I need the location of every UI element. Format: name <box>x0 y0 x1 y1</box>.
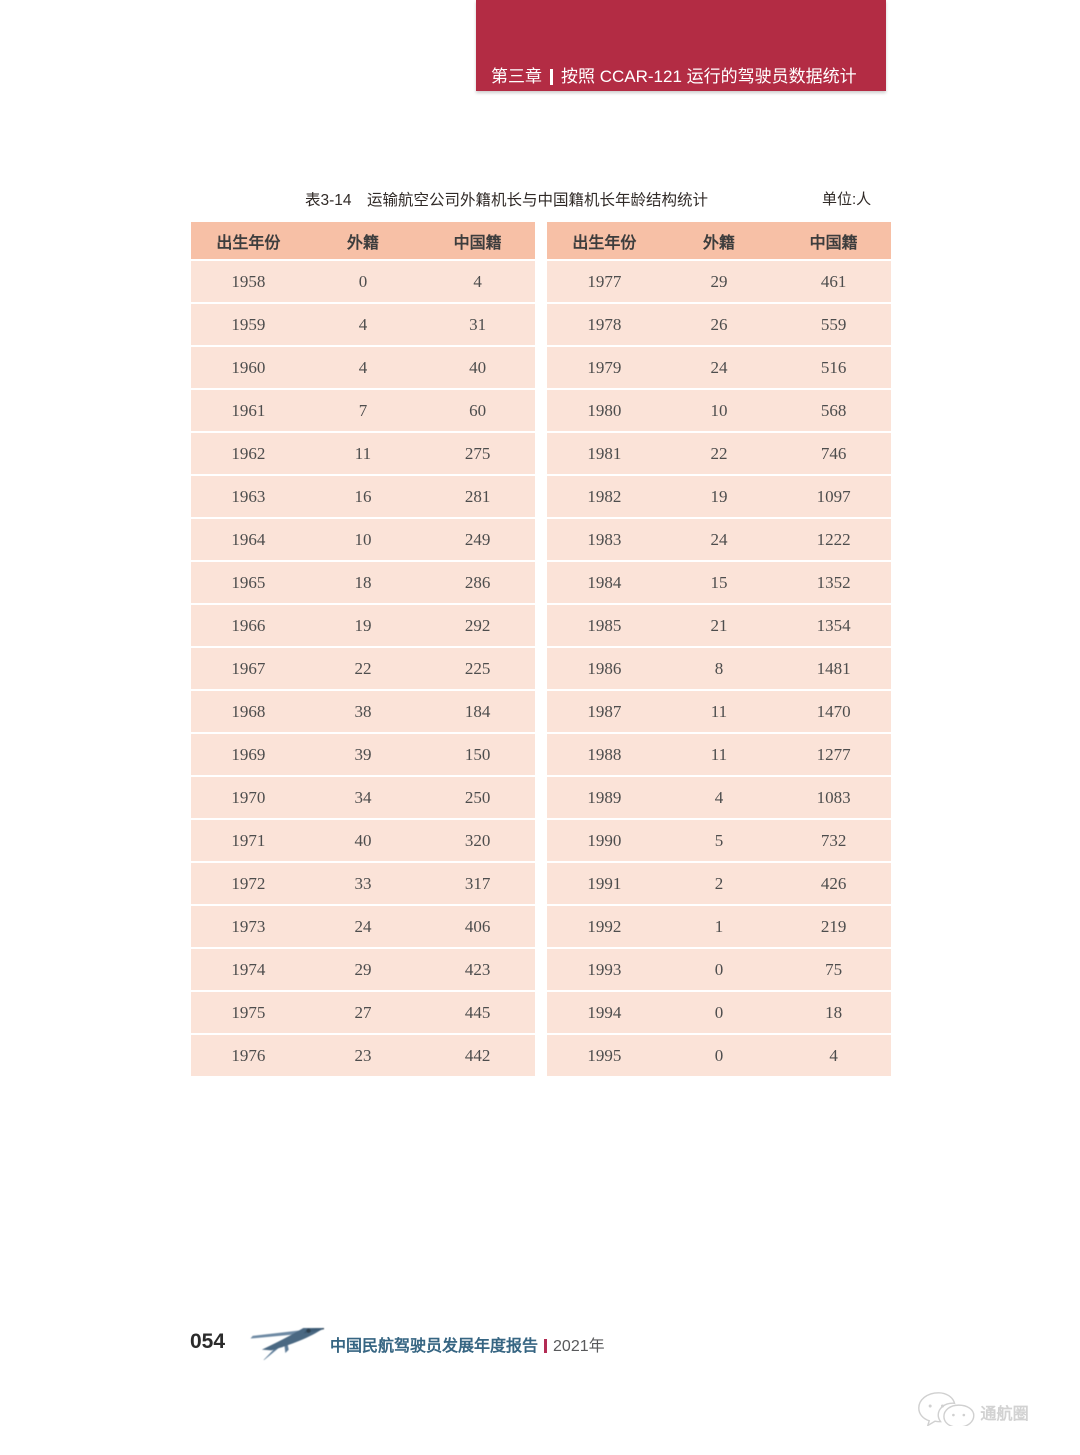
svg-text:通航圈: 通航圈 <box>980 1404 1028 1423</box>
